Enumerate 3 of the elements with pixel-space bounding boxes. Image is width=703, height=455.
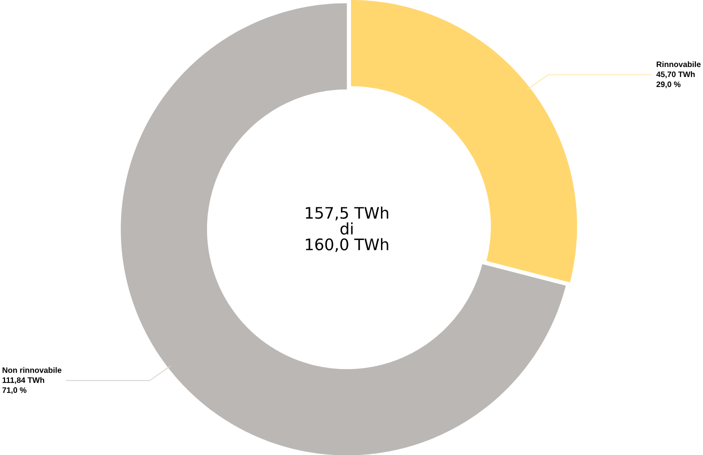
text: 157,5 TWh (306, 206, 388, 220)
text: 160,0 TWh (306, 238, 388, 252)
text: di (340, 222, 353, 234)
